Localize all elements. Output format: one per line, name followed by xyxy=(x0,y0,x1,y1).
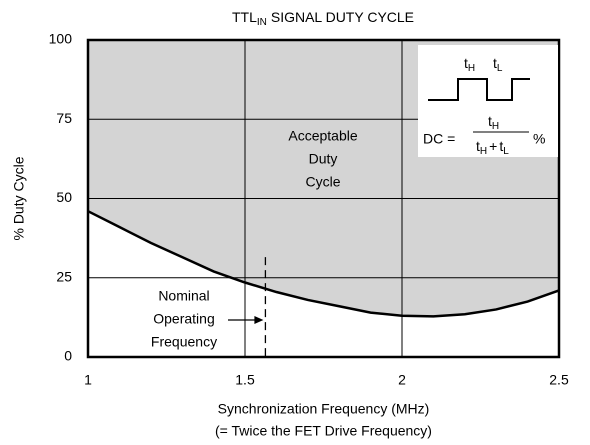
x-tick-label: 2 xyxy=(398,372,406,388)
nominal-label: Operating xyxy=(153,311,214,327)
numerator-t: t xyxy=(488,113,492,129)
nominal-label: Frequency xyxy=(151,334,217,350)
x-tick-label: 2.5 xyxy=(549,372,569,388)
region-label: Duty xyxy=(309,151,338,167)
t-high-label-t: t xyxy=(464,55,468,71)
t-high-label: tH xyxy=(464,55,475,74)
t-low-label-sub: L xyxy=(497,63,503,74)
x-tick-label: 1 xyxy=(84,372,92,388)
t-low-label-t: t xyxy=(493,55,497,71)
plot-border xyxy=(86,38,561,359)
nominal-label: Nominal xyxy=(158,288,209,304)
d-plus: + xyxy=(489,138,497,154)
y-tick-label: 75 xyxy=(56,110,72,126)
y-tick-label: 100 xyxy=(49,31,73,47)
numerator-sub: H xyxy=(492,121,499,132)
region-label: Acceptable xyxy=(288,128,357,144)
dc-label: DC = xyxy=(423,131,455,147)
t-low-label: tL xyxy=(493,55,503,74)
d-t: t xyxy=(476,138,480,154)
x-tick-label: 1.5 xyxy=(235,372,255,388)
t-high-label-sub: H xyxy=(468,63,475,74)
denominator: tH + tL xyxy=(476,138,509,157)
region-label: Cycle xyxy=(305,174,340,190)
y-tick-label: 25 xyxy=(56,268,72,284)
waveform xyxy=(428,78,530,101)
x-axis-label: Synchronization Frequency (MHz) xyxy=(218,401,430,417)
d-t2: t xyxy=(499,138,503,154)
d-sub: H xyxy=(480,146,487,157)
y-axis-label: % Duty Cycle xyxy=(11,156,27,240)
y-tick-label: 0 xyxy=(64,348,72,364)
arrow-head xyxy=(254,316,264,324)
d-sub2: L xyxy=(503,146,509,157)
curve xyxy=(87,210,560,318)
percent-label: % xyxy=(533,131,545,147)
numerator: tH xyxy=(488,113,499,132)
y-tick-label: 50 xyxy=(56,189,72,205)
chart-title: TTLIN SIGNAL DUTY CYCLE xyxy=(232,9,414,28)
x-axis-label: (= Twice the FET Drive Frequency) xyxy=(215,423,432,439)
